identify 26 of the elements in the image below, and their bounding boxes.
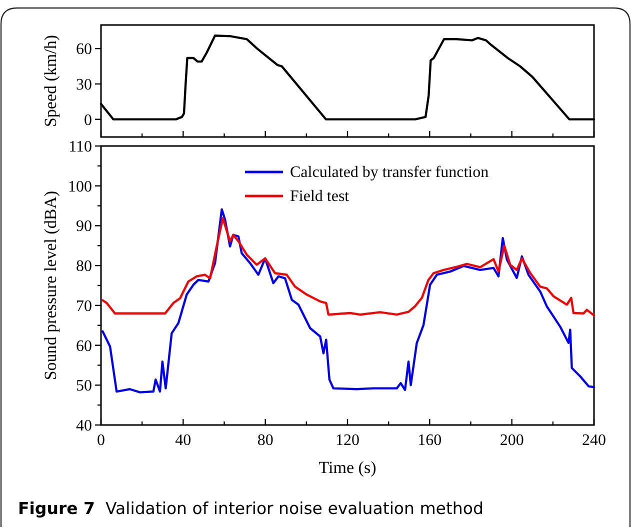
y-tick-label: 70 bbox=[76, 298, 92, 315]
x-tick-label: 240 bbox=[582, 432, 606, 449]
x-tick-label: 200 bbox=[500, 432, 524, 449]
line-series bbox=[102, 208, 596, 394]
y-axis-title: Sound pressure level (dBA) bbox=[41, 190, 60, 380]
y-tick-label: 60 bbox=[76, 338, 92, 355]
y-tick-label: 0 bbox=[84, 112, 92, 129]
x-tick-label: 160 bbox=[418, 432, 442, 449]
y-axis-title: Speed (km/h) bbox=[41, 34, 60, 128]
y-tick-label: 100 bbox=[68, 178, 92, 196]
line-series bbox=[102, 217, 596, 316]
x-tick-label: 120 bbox=[336, 432, 360, 449]
y-tick-label: 80 bbox=[76, 258, 92, 276]
caption: Figure 7 Validation of interior noise evaluation method bbox=[18, 499, 484, 518]
legend-label: Calculated by transfer function bbox=[290, 164, 489, 181]
y-tick-label: 60 bbox=[76, 41, 92, 58]
x-tick-label: 0 bbox=[97, 432, 105, 449]
legend-label: Field test bbox=[290, 188, 350, 205]
y-tick-label: 110 bbox=[68, 138, 92, 156]
x-tick-label: 80 bbox=[257, 432, 274, 449]
x-tick-label: 40 bbox=[175, 432, 192, 449]
y-tick-label: 30 bbox=[76, 76, 92, 94]
y-tick-label: 40 bbox=[76, 418, 92, 434]
y-tick-label: 50 bbox=[76, 378, 92, 395]
y-tick-label: 90 bbox=[76, 218, 92, 236]
x-axis-title: Time (s) bbox=[318, 458, 376, 477]
